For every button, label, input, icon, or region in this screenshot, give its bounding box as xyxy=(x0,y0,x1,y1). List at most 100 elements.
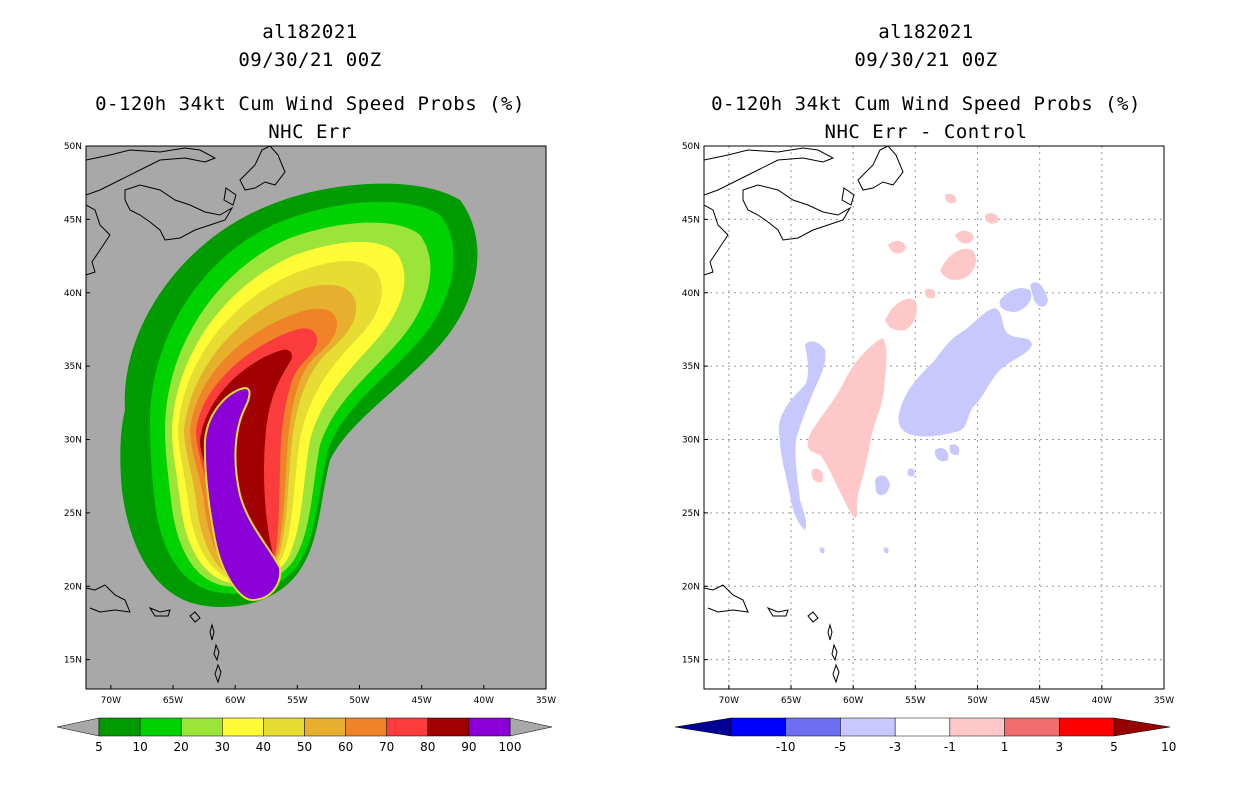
left-axes: 70W 65W 60W 55W 50W 45W 40W 35W 50N 45N 40N 35N 30N 2… xyxy=(64,142,556,706)
right-y-tick-label: 25N xyxy=(682,509,700,519)
left-colorbar-swatch xyxy=(386,717,429,737)
right-colorbar-swatch xyxy=(1059,717,1115,737)
positive-blob xyxy=(940,248,976,280)
right-x-tick-label: 45W xyxy=(1029,696,1049,706)
positive-blob xyxy=(807,338,887,518)
right-colorbar-label: 5 xyxy=(1110,740,1118,754)
left-y-tick-label: 45N xyxy=(64,215,82,225)
left-x-tick-label: 70W xyxy=(101,696,121,706)
left-colorbar-swatch xyxy=(98,717,141,737)
negative-blob xyxy=(898,308,1032,437)
right-plot-frame xyxy=(703,145,1165,690)
left-title-date: 09/30/21 00Z xyxy=(238,49,381,71)
left-x-tick-label: 65W xyxy=(163,696,183,706)
right-colorbar-swatch xyxy=(785,717,841,737)
right-y-tick-label: 40N xyxy=(682,289,700,299)
left-y-tick-label: 30N xyxy=(64,436,82,446)
left-title-subtitle: NHC Err xyxy=(268,121,352,143)
left-y-tick-label: 35N xyxy=(64,362,82,372)
right-y-tick-label: 45N xyxy=(682,215,700,225)
right-colorbar-label: 10 xyxy=(1161,740,1176,754)
left-colorbar-swatch xyxy=(180,717,223,737)
right-colorbar-label: 1 xyxy=(1001,740,1009,754)
positive-blob xyxy=(811,468,824,483)
right-y-tick-label: 30N xyxy=(682,436,700,446)
negative-blob xyxy=(907,468,915,477)
left-title: al182021 09/30/21 00Z 0-120h 34kt Cum Wi… xyxy=(95,21,525,143)
left-colorbar-label: 30 xyxy=(215,740,230,754)
right-x-tick-label: 55W xyxy=(905,696,925,706)
right-axes: 70W 65W 60W 55W 50W 45W 40W 35W 50N 45N 40N 35N 30N 2… xyxy=(682,142,1174,706)
positive-blob xyxy=(888,240,906,254)
right-colorbar-swatch xyxy=(949,717,1005,737)
left-y-tick-label: 20N xyxy=(64,582,82,592)
right-title-storm: al182021 xyxy=(878,21,974,43)
left-y-tick-label: 50N xyxy=(64,142,82,152)
right-colorbar-label: 3 xyxy=(1055,740,1063,754)
left-colorbar-label: 5 xyxy=(95,740,103,754)
right-positive-difference xyxy=(807,193,999,518)
positive-blob xyxy=(924,288,936,299)
negative-blob xyxy=(875,475,890,496)
left-title-product: 0-120h 34kt Cum Wind Speed Probs (%) xyxy=(95,93,525,115)
left-colorbar-label: 20 xyxy=(174,740,189,754)
positive-blob xyxy=(984,212,999,224)
left-x-tick-label: 35W xyxy=(536,696,556,706)
positive-blob xyxy=(944,193,957,204)
right-y-tick-label: 50N xyxy=(682,142,700,152)
left-colorbar-high-arrow xyxy=(509,717,553,737)
positive-blob xyxy=(955,230,974,244)
left-colorbar-swatch xyxy=(304,717,346,737)
negative-blob xyxy=(883,547,889,554)
right-title-date: 09/30/21 00Z xyxy=(854,49,997,71)
left-colorbar-swatch xyxy=(345,717,387,737)
left-plot-frame xyxy=(85,145,547,690)
negative-blob xyxy=(1030,282,1048,307)
left-x-tick-label: 45W xyxy=(411,696,431,706)
left-x-tick-label: 60W xyxy=(225,696,245,706)
left-colorbar-swatch xyxy=(263,717,305,737)
left-colorbar-swatch xyxy=(222,717,264,737)
positive-blob xyxy=(885,298,917,331)
left-y-tick-label: 40N xyxy=(64,289,82,299)
right-x-tick-label: 40W xyxy=(1092,696,1112,706)
left-colorbar-label: 70 xyxy=(379,740,394,754)
right-x-tick-label: 65W xyxy=(781,696,801,706)
left-y-tick-label: 25N xyxy=(64,509,82,519)
left-y-tick-label: 15N xyxy=(64,656,82,666)
right-colorbar: -10 -5 -3 -1 1 3 5 10 xyxy=(674,717,1176,754)
left-colorbar-low-arrow xyxy=(56,717,100,737)
right-colorbar-swatch xyxy=(840,717,896,737)
right-colorbar-label: -10 xyxy=(776,740,796,754)
left-colorbar-swatch xyxy=(468,717,511,737)
right-plot-area xyxy=(704,146,1164,689)
left-x-tick-label: 50W xyxy=(349,696,369,706)
right-x-tick-label: 35W xyxy=(1154,696,1174,706)
right-x-tick-label: 60W xyxy=(843,696,863,706)
left-x-tick-label: 40W xyxy=(474,696,494,706)
right-colorbar-low-arrow xyxy=(674,717,732,737)
right-colorbar-high-arrow xyxy=(1113,717,1171,737)
right-colorbar-label: -1 xyxy=(944,740,956,754)
right-title-subtitle: NHC Err - Control xyxy=(825,121,1028,143)
left-x-tick-label: 55W xyxy=(287,696,307,706)
negative-blob xyxy=(999,288,1032,312)
negative-blob xyxy=(934,448,949,462)
right-coastlines xyxy=(704,146,904,684)
left-colorbar-swatch xyxy=(427,717,470,737)
left-colorbar-swatch xyxy=(139,717,182,737)
right-colorbar-swatch xyxy=(894,717,951,737)
right-title: al182021 09/30/21 00Z 0-120h 34kt Cum Wi… xyxy=(711,21,1140,143)
right-x-tick-label: 50W xyxy=(967,696,987,706)
negative-blob xyxy=(778,341,826,530)
left-colorbar-label: 10 xyxy=(132,740,147,754)
right-y-tick-label: 20N xyxy=(682,582,700,592)
negative-blob xyxy=(949,444,960,456)
right-x-tick-label: 70W xyxy=(719,696,739,706)
left-coastlines xyxy=(86,146,286,684)
right-negative-difference xyxy=(778,282,1048,554)
left-colorbar-label: 60 xyxy=(338,740,353,754)
left-colorbar-label: 50 xyxy=(297,740,312,754)
left-colorbar-label: 100 xyxy=(499,740,522,754)
